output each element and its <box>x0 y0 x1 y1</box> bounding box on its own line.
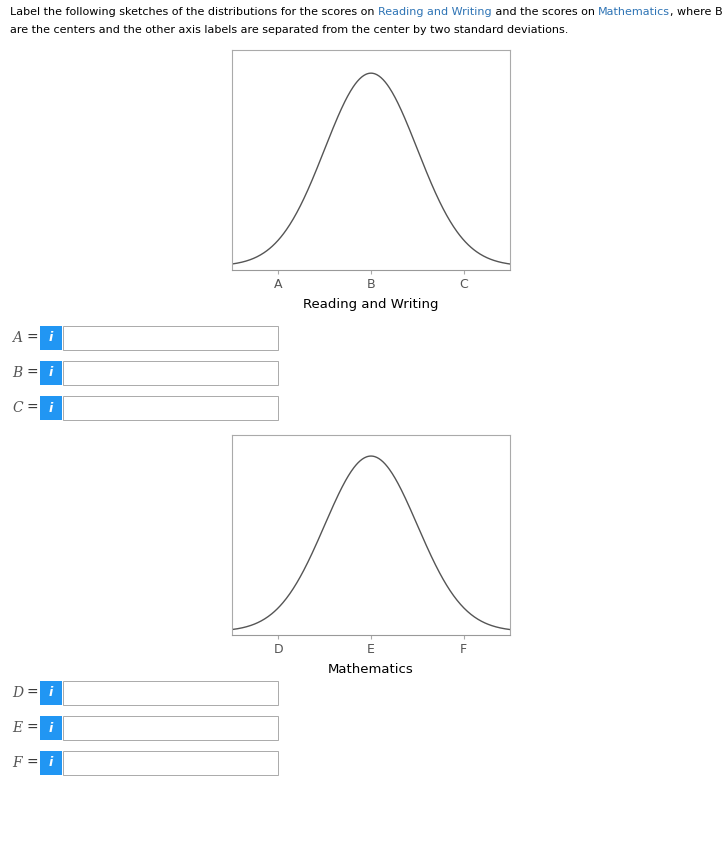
FancyBboxPatch shape <box>63 751 278 775</box>
Text: i: i <box>49 366 53 380</box>
Text: A: A <box>12 331 22 345</box>
FancyBboxPatch shape <box>40 716 62 740</box>
FancyBboxPatch shape <box>63 361 278 385</box>
Text: C: C <box>12 401 23 415</box>
FancyBboxPatch shape <box>40 751 62 775</box>
Text: B: B <box>715 7 722 17</box>
X-axis label: Mathematics: Mathematics <box>328 663 414 676</box>
Text: Label the following sketches of the distributions for the scores on: Label the following sketches of the dist… <box>10 7 378 17</box>
Text: E: E <box>12 721 22 735</box>
Text: Mathematics: Mathematics <box>598 7 670 17</box>
FancyBboxPatch shape <box>63 396 278 420</box>
FancyBboxPatch shape <box>63 681 278 705</box>
Text: i: i <box>49 687 53 700</box>
Text: , where: , where <box>670 7 715 17</box>
Text: F: F <box>12 756 22 770</box>
FancyBboxPatch shape <box>40 326 62 350</box>
Text: i: i <box>49 722 53 734</box>
Text: Reading and Writing: Reading and Writing <box>378 7 492 17</box>
FancyBboxPatch shape <box>40 361 62 385</box>
Text: =: = <box>26 331 38 345</box>
X-axis label: Reading and Writing: Reading and Writing <box>303 298 439 311</box>
Text: and the scores on: and the scores on <box>492 7 598 17</box>
Text: are the centers and the other axis labels are separated from the center by two s: are the centers and the other axis label… <box>10 25 568 35</box>
Text: i: i <box>49 756 53 769</box>
FancyBboxPatch shape <box>63 326 278 350</box>
Text: i: i <box>49 401 53 415</box>
Text: =: = <box>26 366 38 380</box>
Text: =: = <box>26 401 38 415</box>
Text: and: and <box>722 7 726 17</box>
Text: i: i <box>49 332 53 344</box>
FancyBboxPatch shape <box>40 681 62 705</box>
Text: =: = <box>26 721 38 735</box>
Text: D: D <box>12 686 23 700</box>
Text: =: = <box>26 756 38 770</box>
Text: =: = <box>26 686 38 700</box>
Text: B: B <box>12 366 23 380</box>
FancyBboxPatch shape <box>40 396 62 420</box>
FancyBboxPatch shape <box>63 716 278 740</box>
